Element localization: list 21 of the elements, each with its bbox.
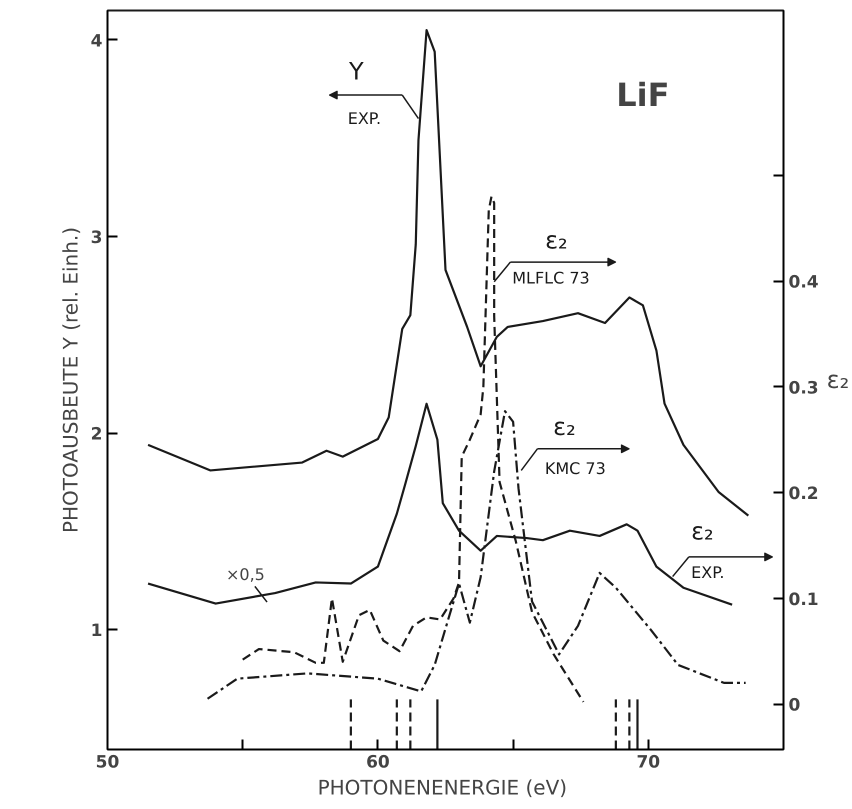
text: LiF	[616, 76, 670, 114]
x-axis-title: PHOTONENENERGIE (eV)	[318, 776, 568, 800]
annotation: ×0,5	[226, 565, 265, 584]
legend-label: Y EXP.	[348, 57, 382, 128]
legend-label: ε₂ MLFLC 73	[512, 226, 590, 288]
x-tick-label: 70	[636, 752, 660, 772]
y-tick-label: 4	[90, 31, 103, 52]
y2-tick-label: 0.2	[788, 484, 819, 504]
legend-label: ε₂ EXP.	[691, 517, 724, 582]
x-tick-label: 50	[96, 752, 120, 772]
y2-tick-label: 0.4	[788, 272, 819, 293]
legend-label: ε₂ KMC 73	[544, 413, 606, 478]
x-tick-label: 60	[366, 752, 390, 772]
y2-tick-label: 0.1	[788, 590, 819, 610]
y2-tick-label: 0.3	[788, 378, 819, 398]
y2-axis-title: ε₂	[826, 366, 850, 394]
y-tick-label: 1	[90, 621, 103, 642]
y-tick-label: 2	[90, 424, 103, 445]
y-tick-label: 3	[90, 228, 103, 248]
y-axis-title: PHOTOAUSBEUTE Y (rel. Einh.)	[58, 226, 83, 534]
y2-tick-label: 0	[788, 696, 800, 716]
